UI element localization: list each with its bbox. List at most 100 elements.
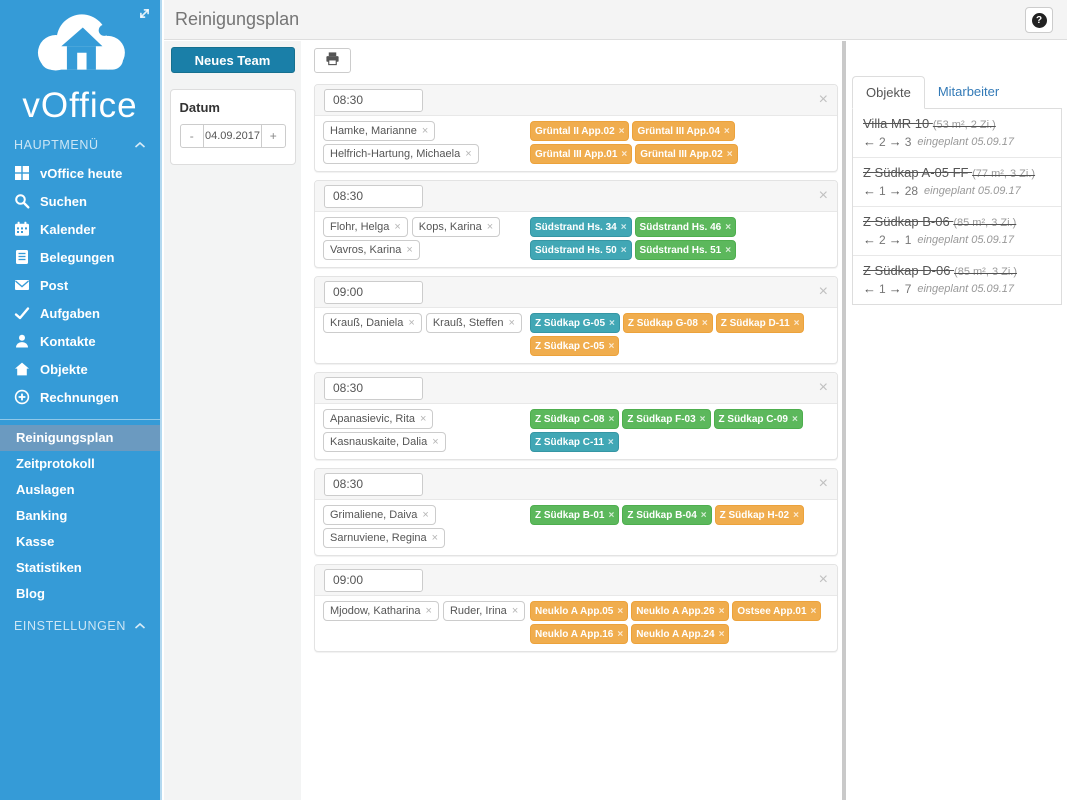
remove-object-icon[interactable]: × [618, 125, 625, 137]
object-tag[interactable]: Südstrand Hs. 46 × [634, 217, 737, 237]
date-input[interactable] [203, 124, 262, 148]
object-tag[interactable]: Neuklo A App.24 × [631, 624, 730, 644]
team-time-input[interactable] [324, 472, 423, 496]
sidebar-section-einstellungen[interactable]: EINSTELLUNGEN [0, 607, 160, 640]
remove-member-icon[interactable]: × [486, 221, 494, 233]
object-list-item[interactable]: Z Südkap D-06 (85 m², 3 Zi.) ← 1 → 7 eingepla… [853, 255, 1061, 304]
close-icon[interactable]: × [818, 187, 828, 204]
remove-object-icon[interactable]: × [791, 413, 798, 425]
new-team-button[interactable]: Neues Team [170, 47, 295, 73]
remove-object-icon[interactable]: × [608, 340, 615, 352]
remove-object-icon[interactable]: × [699, 413, 706, 425]
remove-object-icon[interactable]: × [726, 148, 733, 160]
remove-object-icon[interactable]: × [608, 509, 615, 521]
object-tag[interactable]: Neuklo A App.05 × [530, 601, 629, 621]
sidebar-item-blog[interactable]: Blog [16, 586, 45, 601]
remove-member-icon[interactable]: × [420, 413, 427, 425]
sidebar-item-kasse[interactable]: Kasse [16, 534, 55, 549]
team-time-input[interactable] [324, 88, 423, 112]
date-decrement-button[interactable]: - [179, 124, 205, 148]
object-list-item[interactable]: Villa MR 10 (53 m², 2 Zi.) ← 2 → 3 eingeplant… [853, 109, 1061, 157]
remove-object-icon[interactable]: × [723, 125, 730, 137]
tab-objekte[interactable]: Objekte [852, 76, 925, 109]
help-button[interactable]: ? [1025, 7, 1053, 33]
remove-member-icon[interactable]: × [432, 436, 439, 448]
remove-object-icon[interactable]: × [620, 244, 627, 256]
remove-member-icon[interactable]: × [394, 221, 401, 233]
object-tag[interactable]: Grüntal III App.01 × [530, 144, 633, 164]
date-increment-button[interactable]: + [260, 124, 286, 148]
object-tag[interactable]: Ostsee App.01 × [732, 601, 822, 621]
remove-member-icon[interactable]: × [425, 605, 432, 617]
sidebar-item-post[interactable]: Post [0, 271, 160, 299]
vertical-scrollbar[interactable] [842, 41, 846, 800]
sidebar-section-hauptmenu[interactable]: HAUPTMENÜ [0, 126, 160, 159]
sidebar-item-voffice-heute[interactable]: vOffice heute [0, 159, 160, 187]
remove-object-icon[interactable]: × [718, 605, 725, 617]
tab-mitarbeiter[interactable]: Mitarbeiter [937, 84, 1000, 99]
close-icon[interactable]: × [818, 571, 828, 588]
team-time-input[interactable] [324, 568, 423, 592]
sidebar-item-reinigungsplan[interactable]: Reinigungsplan [0, 425, 160, 451]
team-time-input[interactable] [324, 184, 423, 208]
remove-object-icon[interactable]: × [725, 244, 732, 256]
remove-object-icon[interactable]: × [701, 317, 708, 329]
object-tag[interactable]: Z Südkap B-04 × [622, 505, 712, 525]
sidebar-item-zeitprotokoll[interactable]: Zeitprotokoll [16, 456, 95, 471]
sidebar-item-rechnungen[interactable]: Rechnungen [0, 383, 160, 411]
close-icon[interactable]: × [818, 379, 828, 396]
object-tag[interactable]: Südstrand Hs. 34 × [530, 217, 632, 237]
sidebar-item-auslagen[interactable]: Auslagen [16, 482, 75, 497]
remove-member-icon[interactable]: × [511, 605, 519, 617]
remove-member-icon[interactable]: × [408, 317, 415, 329]
remove-member-icon[interactable]: × [431, 532, 439, 544]
close-icon[interactable]: × [818, 475, 828, 492]
object-tag[interactable]: Südstrand Hs. 50 × [530, 240, 632, 260]
object-tag[interactable]: Z Südkap C-08 × [530, 409, 620, 429]
remove-object-icon[interactable]: × [718, 628, 725, 640]
close-icon[interactable]: × [818, 91, 828, 108]
object-tag[interactable]: Z Südkap H-02 × [714, 505, 804, 525]
remove-object-icon[interactable]: × [608, 413, 615, 425]
sidebar-item-belegungen[interactable]: Belegungen [0, 243, 160, 271]
object-tag[interactable]: Südstrand Hs. 51 × [634, 240, 737, 260]
sidebar-item-kontakte[interactable]: Kontakte [0, 327, 160, 355]
team-time-input[interactable] [324, 376, 423, 400]
sidebar-item-banking[interactable]: Banking [16, 508, 68, 523]
close-icon[interactable]: × [818, 283, 828, 300]
remove-member-icon[interactable]: × [406, 244, 413, 256]
object-tag[interactable]: Grüntal II App.02 × [530, 121, 630, 141]
object-tag[interactable]: Z Südkap F-03 × [622, 409, 711, 429]
remove-object-icon[interactable]: × [617, 605, 624, 617]
remove-object-icon[interactable]: × [617, 628, 624, 640]
remove-object-icon[interactable]: × [621, 148, 628, 160]
object-tag[interactable]: Z Südkap C-11 × [530, 432, 619, 452]
remove-member-icon[interactable]: × [508, 317, 515, 329]
remove-object-icon[interactable]: × [725, 221, 732, 233]
remove-object-icon[interactable]: × [793, 317, 800, 329]
remove-object-icon[interactable]: × [607, 436, 614, 448]
print-button[interactable] [314, 48, 351, 73]
remove-object-icon[interactable]: × [810, 605, 817, 617]
object-tag[interactable]: Grüntal III App.04 × [632, 121, 735, 141]
object-list-item[interactable]: Z Südkap A-05 FF (77 m², 3 Zi.) ← 1 → 28 eing… [853, 157, 1061, 206]
object-list-item[interactable]: Z Südkap B-06 (85 m², 3 Zi.) ← 2 → 1 eingepla… [853, 206, 1061, 255]
expand-arrows-icon[interactable] [136, 5, 153, 22]
sidebar-item-objekte[interactable]: Objekte [0, 355, 160, 383]
remove-object-icon[interactable]: × [620, 221, 627, 233]
remove-object-icon[interactable]: × [700, 509, 707, 521]
object-tag[interactable]: Z Südkap C-05 × [530, 336, 620, 356]
remove-object-icon[interactable]: × [609, 317, 615, 329]
object-tag[interactable]: Z Südkap B-01 × [530, 505, 620, 525]
sidebar-item-aufgaben[interactable]: Aufgaben [0, 299, 160, 327]
object-tag[interactable]: Neuklo A App.16 × [530, 624, 629, 644]
object-tag[interactable]: Z Südkap C-09 × [713, 409, 803, 429]
sidebar-item-suchen[interactable]: Suchen [0, 187, 160, 215]
remove-member-icon[interactable]: × [465, 148, 472, 160]
object-tag[interactable]: Neuklo A App.26 × [631, 601, 730, 621]
object-tag[interactable]: Z Südkap G-08 × [622, 313, 713, 333]
team-time-input[interactable] [324, 280, 423, 304]
object-tag[interactable]: Grüntal III App.02 × [635, 144, 738, 164]
object-tag[interactable]: Z Südkap G-05 × [530, 313, 620, 333]
remove-object-icon[interactable]: × [793, 509, 799, 521]
